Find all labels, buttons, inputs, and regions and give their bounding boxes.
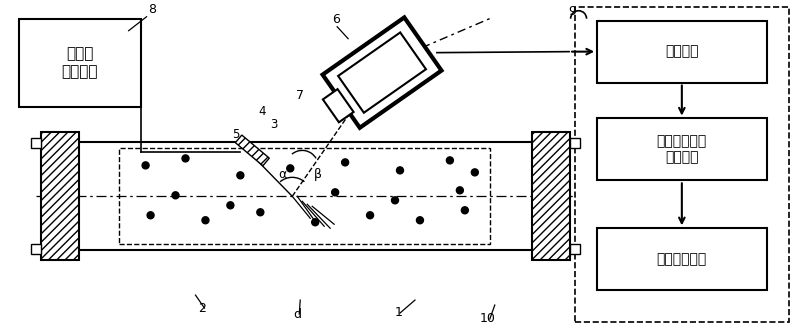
Text: 1: 1 xyxy=(395,306,403,319)
Bar xyxy=(338,32,426,113)
Bar xyxy=(597,118,766,180)
Circle shape xyxy=(391,197,398,204)
Text: 10: 10 xyxy=(480,312,496,325)
Circle shape xyxy=(202,217,209,224)
Bar xyxy=(31,138,41,148)
Text: 5: 5 xyxy=(232,129,240,141)
Text: d: d xyxy=(294,308,302,321)
Text: 2: 2 xyxy=(198,302,206,315)
Circle shape xyxy=(147,212,154,219)
Circle shape xyxy=(446,157,454,164)
Circle shape xyxy=(397,167,403,174)
Bar xyxy=(31,244,41,254)
Bar xyxy=(597,21,766,83)
Text: 图像采集: 图像采集 xyxy=(665,45,698,59)
Circle shape xyxy=(456,187,463,194)
Text: 激光器
控制模块: 激光器 控制模块 xyxy=(62,47,98,79)
Text: 软件用户界面: 软件用户界面 xyxy=(657,252,707,266)
Bar xyxy=(570,138,579,148)
Circle shape xyxy=(342,159,349,166)
Circle shape xyxy=(257,209,264,216)
Bar xyxy=(118,148,490,244)
Circle shape xyxy=(286,165,294,172)
Circle shape xyxy=(172,192,179,199)
Circle shape xyxy=(417,217,423,224)
Text: β: β xyxy=(314,168,322,181)
Bar xyxy=(41,133,78,260)
Text: 4: 4 xyxy=(258,106,266,118)
Text: 图像处理以及
数据分析: 图像处理以及 数据分析 xyxy=(657,134,707,165)
Text: α: α xyxy=(278,168,286,181)
Circle shape xyxy=(227,202,234,209)
Bar xyxy=(19,19,141,107)
Text: 7: 7 xyxy=(296,89,304,102)
Circle shape xyxy=(142,162,149,169)
Bar xyxy=(323,89,354,122)
Circle shape xyxy=(237,172,244,179)
Circle shape xyxy=(182,155,189,162)
Bar xyxy=(235,135,270,166)
Circle shape xyxy=(462,207,468,214)
Bar xyxy=(322,17,442,128)
Text: 8: 8 xyxy=(149,3,157,16)
Circle shape xyxy=(471,169,478,176)
Text: 9: 9 xyxy=(569,5,577,18)
Bar xyxy=(532,133,570,260)
Text: 6: 6 xyxy=(332,13,340,26)
Circle shape xyxy=(312,219,318,226)
Bar xyxy=(597,228,766,290)
Circle shape xyxy=(366,212,374,219)
Text: 3: 3 xyxy=(270,118,278,132)
Circle shape xyxy=(332,189,338,196)
Bar xyxy=(570,244,579,254)
Bar xyxy=(574,7,789,322)
